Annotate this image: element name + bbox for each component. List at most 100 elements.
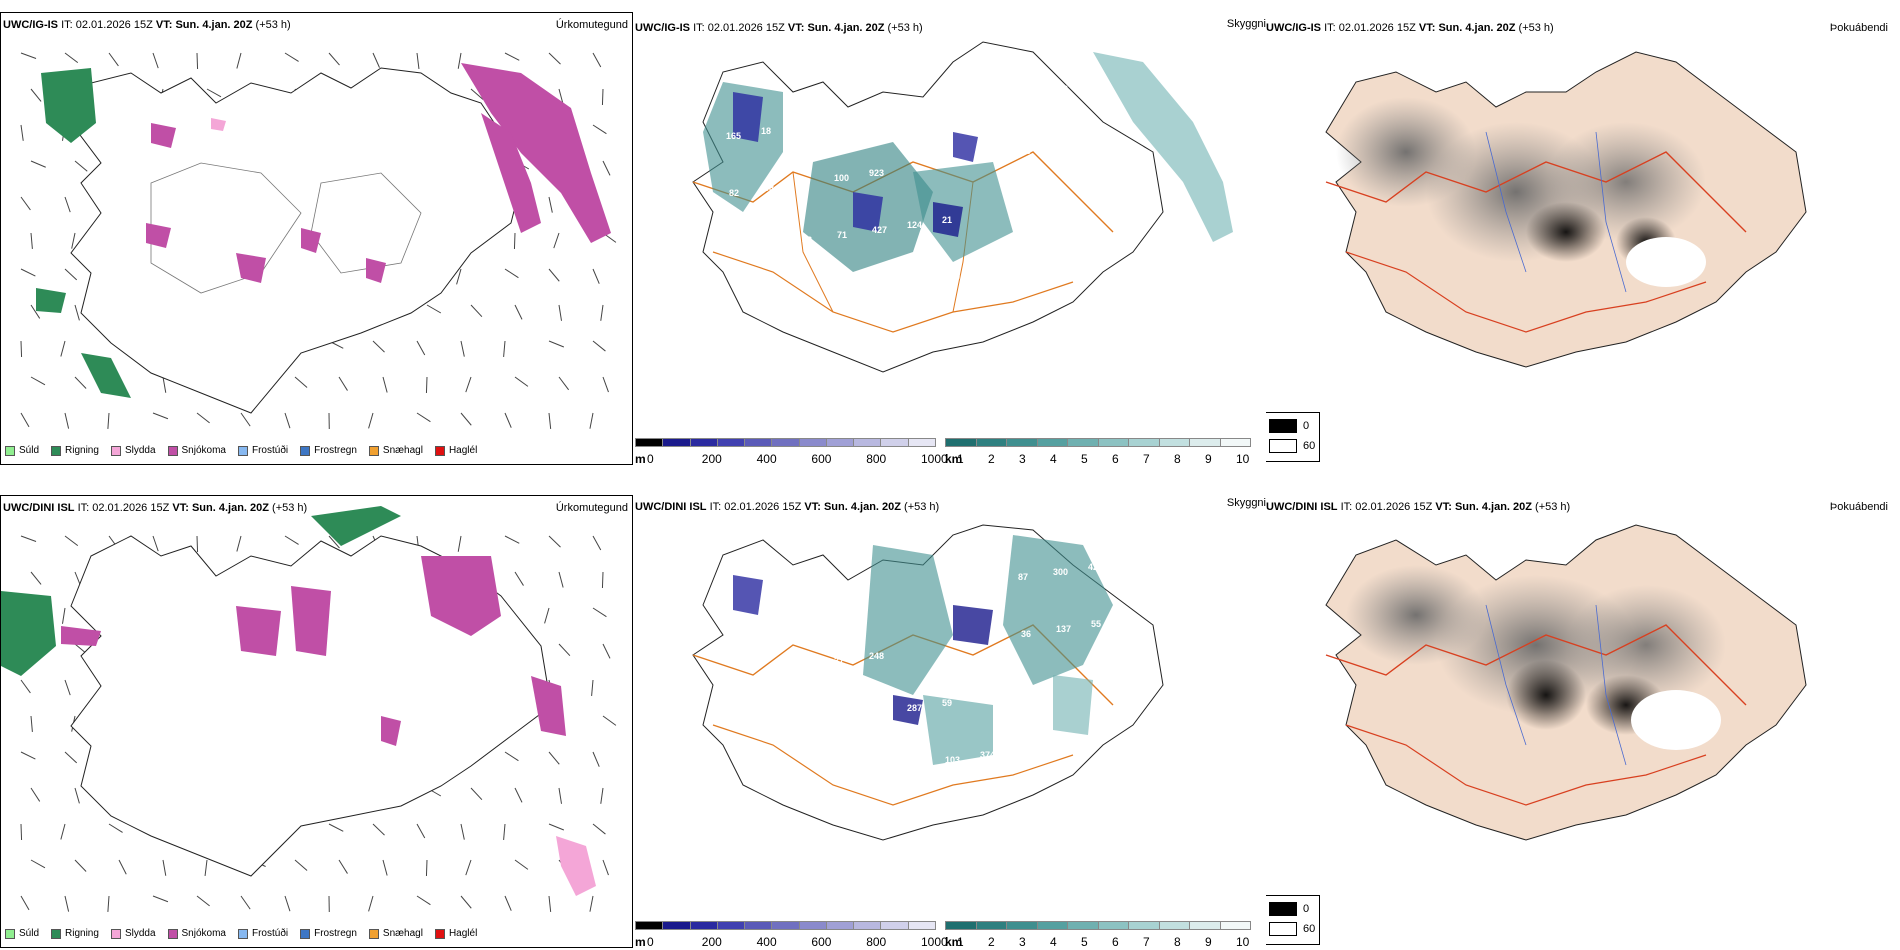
legend-swatch <box>167 928 178 939</box>
low-visibility-area <box>1003 535 1113 685</box>
wind-barb <box>548 412 552 429</box>
colorbar-segment <box>744 438 773 447</box>
wind-barb <box>64 412 70 429</box>
wind-barb <box>64 535 79 547</box>
panel-header: UWC/DINI ISL IT: 02.01.2026 15Z VT: Sun.… <box>1266 501 1570 513</box>
colorbar-tick: 10 <box>1236 935 1250 948</box>
valid-time-label: VT: <box>1418 22 1436 34</box>
init-time-label: IT: <box>1324 22 1336 34</box>
wind-barb <box>592 340 606 352</box>
colorbar-segment <box>1036 921 1068 930</box>
colorbar-segment <box>853 921 882 930</box>
wind-barb <box>294 859 308 871</box>
wind-barb <box>457 52 462 69</box>
fog-legend-row: 60 <box>1269 439 1315 453</box>
wind-barb <box>601 88 604 106</box>
precip-map <box>1 506 617 913</box>
wind-barb <box>240 895 251 910</box>
wind-barb <box>196 895 210 907</box>
station-value: 90 <box>1021 146 1031 156</box>
station-value: 290 <box>1015 262 1030 272</box>
colorbar-tick: 3 <box>1019 452 1026 465</box>
model-name: UWC/DINI ISL <box>3 502 75 514</box>
legend-label: Slydda <box>124 928 156 939</box>
iceland-outline <box>70 535 552 877</box>
panel-title: Úrkomutegund <box>555 19 628 31</box>
station-value: 374 <box>980 750 995 760</box>
wind-barb <box>470 787 483 801</box>
legend-swatch <box>434 445 445 456</box>
station-value: 300 <box>1053 567 1068 577</box>
legend-label: Haglél <box>448 928 478 939</box>
station-value: 244 <box>726 614 741 624</box>
station-value: 137 <box>1056 624 1071 634</box>
station-value: 68 <box>764 183 774 193</box>
low-visibility-area <box>923 695 993 765</box>
wind-barb <box>60 823 66 840</box>
high-terrain-area <box>953 605 993 645</box>
wind-barb <box>108 823 123 833</box>
station-value: 928 <box>796 604 811 614</box>
colorbar-tick: 600 <box>811 935 832 948</box>
station-value: 71 <box>837 230 847 240</box>
wind-barb <box>592 607 607 618</box>
wind-barb <box>20 124 24 141</box>
rain-area <box>311 506 401 546</box>
legend-label: Súld <box>19 445 40 456</box>
wind-barb <box>284 52 299 62</box>
colorbar-segment <box>1097 921 1129 930</box>
legend-item: Frostregn <box>300 445 357 456</box>
legend-swatch <box>368 445 379 456</box>
wind-barb <box>514 304 523 320</box>
legend-swatch <box>5 928 15 939</box>
legend-label: Snjókoma <box>181 445 226 456</box>
station-value: 196 <box>1088 79 1103 89</box>
wind-barb <box>206 88 222 98</box>
wind-barb <box>108 52 119 67</box>
station-value: 426 <box>1088 562 1103 572</box>
colorbar-segment <box>880 921 909 930</box>
station-value: 66 <box>913 104 923 114</box>
high-terrain-area <box>853 192 883 232</box>
colorbar-segment <box>771 438 800 447</box>
colorbar-tick: 6 <box>1112 452 1119 465</box>
station-value: 33 <box>802 235 812 245</box>
wind-barb <box>504 268 519 279</box>
colorbar-tick: 10 <box>1236 452 1250 465</box>
station-value: 86 <box>1091 136 1101 146</box>
precip-type-legend: Súld Rigning Slydda Snjókoma Frostúði Frostre… <box>5 928 477 939</box>
wind-barb <box>504 52 520 61</box>
wind-barb <box>30 160 46 168</box>
legend-swatch <box>5 445 15 456</box>
snow-area <box>366 258 386 283</box>
station-value: 16 <box>723 74 733 84</box>
wind-barb <box>558 787 562 804</box>
colorbar-tick: 9 <box>1205 935 1212 948</box>
wind-barb <box>284 535 299 545</box>
wind-barb <box>602 376 609 393</box>
legend-item: Haglél <box>434 445 477 456</box>
station-value: 47 <box>767 723 777 733</box>
model-name: UWC/IG-IS <box>635 22 690 34</box>
valid-time: Sun. 4.jan. 20Z <box>1454 501 1532 513</box>
colorbar-segment <box>907 438 936 447</box>
legend-item: Súld <box>5 445 39 456</box>
wind-barb <box>558 643 571 657</box>
colorbar-segment <box>635 438 664 447</box>
colorbar-segment <box>744 921 773 930</box>
wind-barb <box>416 52 420 69</box>
lead-time: (+53 h) <box>904 501 940 513</box>
fog-legend-label: 0 <box>1303 420 1310 432</box>
legend-swatch <box>237 445 248 456</box>
station-value: 287 <box>907 703 922 713</box>
wind-barb <box>107 412 110 429</box>
colorbar-tick: 1000 <box>921 935 948 948</box>
colorbar-unit: km <box>945 935 963 948</box>
station-value: 923 <box>869 168 884 178</box>
legend-label: Snæhagl <box>382 928 423 939</box>
valid-time-label: VT: <box>155 19 173 31</box>
wind-barb <box>20 340 23 358</box>
wind-barb <box>236 52 242 69</box>
legend-swatch <box>110 928 121 939</box>
snow-area <box>146 223 171 248</box>
